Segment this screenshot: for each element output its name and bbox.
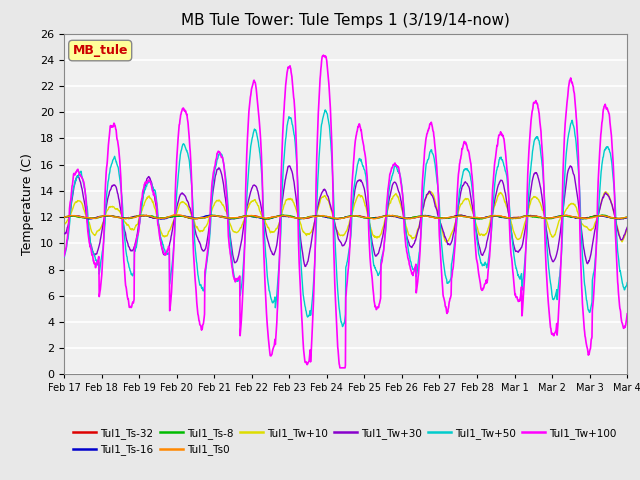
- Title: MB Tule Tower: Tule Temps 1 (3/19/14-now): MB Tule Tower: Tule Temps 1 (3/19/14-now…: [181, 13, 510, 28]
- Text: MB_tule: MB_tule: [72, 44, 128, 57]
- Legend: Tul1_Ts-32, Tul1_Ts-16, Tul1_Ts-8, Tul1_Ts0, Tul1_Tw+10, Tul1_Tw+30, Tul1_Tw+50,: Tul1_Ts-32, Tul1_Ts-16, Tul1_Ts-8, Tul1_…: [69, 424, 621, 459]
- Y-axis label: Temperature (C): Temperature (C): [22, 153, 35, 255]
